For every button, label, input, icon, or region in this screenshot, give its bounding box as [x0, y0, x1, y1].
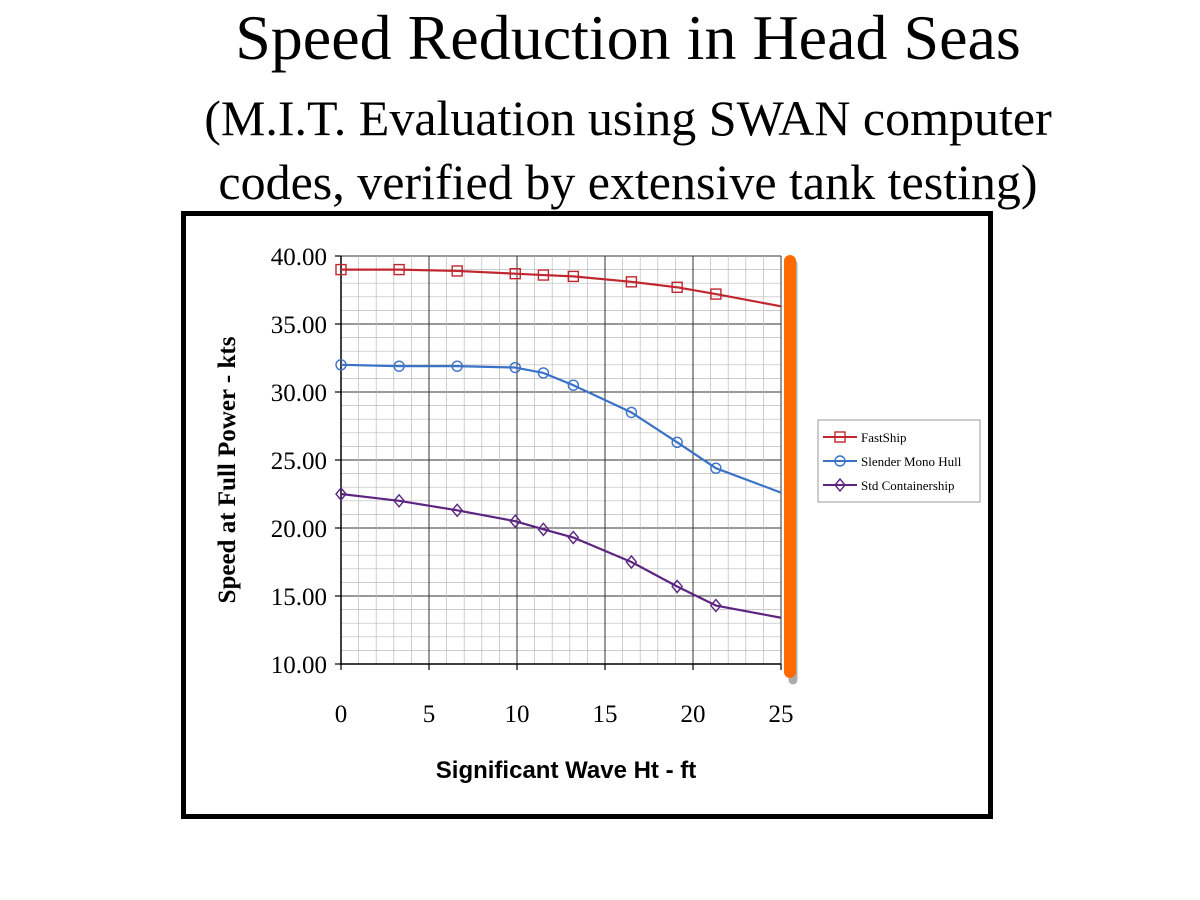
x-tick-label: 5	[423, 701, 436, 728]
y-tick-label: 20.00	[271, 516, 327, 543]
legend-label: Slender Mono Hull	[861, 454, 962, 469]
y-tick-label: 15.00	[271, 584, 327, 611]
legend-label: FastShip	[861, 430, 907, 445]
series-line	[341, 268, 782, 308]
subtitle-line-1: (M.I.T. Evaluation using SWAN computer	[204, 90, 1052, 146]
data-point-circle	[335, 359, 347, 371]
data-point-square	[710, 288, 722, 300]
data-point-circle	[451, 360, 463, 372]
slide-subtitle: (M.I.T. Evaluation using SWAN computer c…	[0, 86, 1200, 214]
legend-label: Std Containership	[861, 478, 955, 493]
data-point-circle	[625, 406, 638, 419]
data-point-diamond	[451, 503, 464, 518]
data-point-square	[834, 431, 846, 443]
x-tick-label: 10	[505, 701, 530, 728]
series-std-containership	[335, 486, 782, 619]
data-point-square	[509, 267, 521, 280]
data-point-square	[335, 263, 347, 276]
series-line	[340, 363, 782, 494]
data-point-square	[393, 263, 405, 276]
data-point-diamond	[709, 598, 722, 613]
data-point-circle	[537, 367, 550, 379]
data-point-circle	[509, 361, 521, 374]
data-point-diamond	[671, 579, 684, 594]
data-point-diamond	[567, 530, 580, 545]
y-tick-label: 35.00	[271, 312, 327, 339]
x-tick-label: 0	[335, 701, 348, 728]
slide-title: Speed Reduction in Head Seas	[235, 2, 1021, 73]
data-point-square	[671, 281, 683, 293]
y-tick-label: 40.00	[271, 244, 327, 271]
x-tick-label: 15	[593, 701, 618, 728]
data-point-diamond	[335, 486, 347, 502]
data-point-diamond	[509, 514, 522, 529]
data-point-circle	[567, 379, 580, 391]
y-tick-label: 25.00	[271, 448, 327, 475]
subtitle-line-2: codes, verified by extensive tank testin…	[218, 154, 1038, 210]
data-point-diamond	[834, 477, 846, 493]
data-point-diamond	[393, 493, 405, 508]
data-point-square	[451, 265, 463, 277]
data-point-circle	[834, 455, 846, 467]
y-tick-label: 10.00	[271, 652, 327, 679]
series-slender-mono-hull	[335, 359, 782, 494]
data-point-diamond	[537, 522, 550, 537]
series-line	[340, 492, 782, 619]
y-tick-label: 30.00	[271, 380, 327, 407]
grid	[340, 255, 782, 665]
chart-frame	[181, 211, 993, 819]
data-point-diamond	[625, 554, 638, 570]
data-point-circle	[710, 462, 722, 474]
x-tick-label: 20	[681, 701, 706, 728]
y-axis-label: Speed at Full Power - kts	[214, 336, 241, 603]
data-point-square	[537, 269, 550, 281]
data-point-circle	[393, 360, 405, 372]
data-point-square	[625, 276, 638, 288]
data-point-square	[567, 270, 580, 283]
data-point-circle	[671, 436, 683, 449]
series-fastship	[335, 263, 782, 308]
legend: FastShip Slender Mono Hull Std Containersh…	[817, 419, 981, 503]
x-tick-label: 25	[769, 701, 794, 728]
x-axis-label: Significant Wave Ht - ft	[436, 757, 696, 784]
